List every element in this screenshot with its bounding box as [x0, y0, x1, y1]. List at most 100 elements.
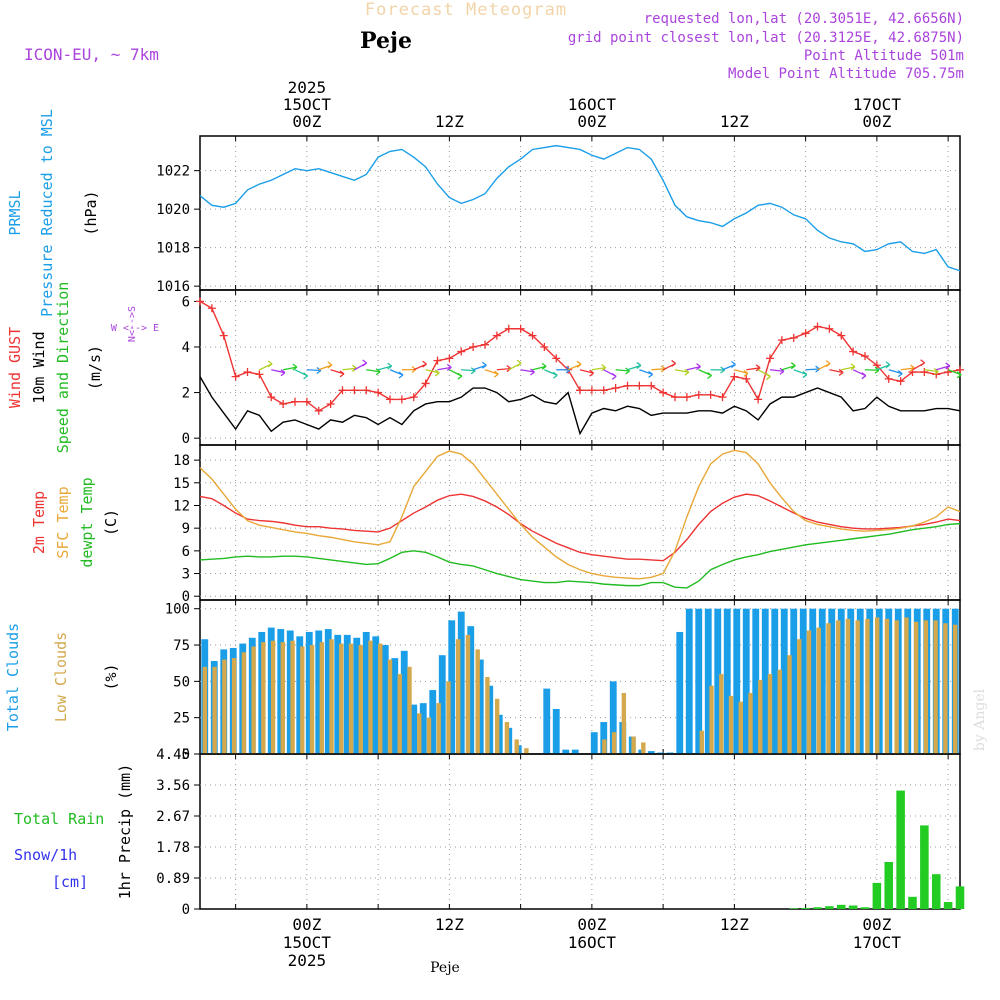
- gust-marker: [718, 393, 727, 402]
- gust-marker: [599, 386, 608, 395]
- rain-bar: [896, 790, 905, 909]
- wind-arrow-head: [671, 359, 676, 367]
- wind-arrow: [591, 366, 606, 371]
- gust-marker: [528, 331, 537, 340]
- total-cloud-bar: [324, 629, 332, 754]
- wind-arrow-head: [707, 371, 712, 379]
- gust-marker: [789, 333, 798, 342]
- wind-arrow-head: [446, 363, 452, 371]
- total-cloud-bar: [704, 608, 712, 754]
- total-cloud-bar: [372, 636, 380, 754]
- rain-bar: [931, 874, 941, 909]
- wind-arrow: [900, 367, 915, 371]
- rain-bar: [836, 904, 846, 909]
- total-cloud-bar: [742, 608, 750, 754]
- location-title: Peje: [360, 28, 412, 54]
- wind-arrow: [520, 369, 535, 373]
- low-cloud-bar: [621, 692, 627, 754]
- gust-marker: [350, 386, 359, 395]
- total-cloud-bar: [296, 636, 304, 754]
- low-cloud-bar: [212, 666, 217, 754]
- bottom-axis-time: 00Z: [862, 915, 891, 934]
- total-cloud-bar: [647, 751, 655, 754]
- gust-marker: [397, 395, 406, 404]
- gust-marker: [825, 324, 834, 333]
- rain-bar: [920, 825, 929, 909]
- wind-arrow-head: [303, 372, 308, 380]
- prmsl-line: [199, 144, 961, 272]
- total-cloud-bar: [695, 608, 703, 754]
- wind-arrow: [674, 369, 689, 373]
- low-cloud-bar: [641, 742, 646, 754]
- wind-arrow-head: [790, 362, 796, 370]
- wind-arrow-head: [422, 360, 427, 368]
- gust-marker: [623, 381, 632, 390]
- low-cloud-bar: [748, 692, 753, 754]
- panel-label: (%): [102, 663, 120, 690]
- wind-arrow-head: [611, 372, 617, 380]
- total-cloud-bar: [600, 722, 608, 754]
- wind-arrow-head: [920, 359, 926, 367]
- wind-arrow: [627, 364, 642, 371]
- rain-bar: [860, 907, 870, 909]
- low-cloud-bar: [709, 685, 714, 754]
- low-cloud-bar: [728, 695, 734, 754]
- wind-arrow-head: [945, 362, 951, 370]
- wind-arrow: [283, 366, 297, 371]
- wind-arrow-head: [481, 361, 487, 369]
- wind-arrow: [829, 369, 844, 374]
- low-cloud-bar: [348, 643, 354, 754]
- wind-arrow-head: [861, 372, 867, 380]
- wind-arrow: [615, 369, 630, 372]
- gust-marker: [481, 340, 489, 349]
- gust-marker: [207, 304, 216, 313]
- wind-arrow-head: [493, 370, 499, 378]
- low-cloud-bar: [699, 730, 704, 754]
- rain-bar: [884, 861, 894, 909]
- low-cloud-bar: [836, 620, 841, 754]
- rain-legend-label: Total Rain: [14, 810, 104, 828]
- gust-marker: [445, 354, 454, 363]
- gust-marker: [504, 324, 513, 333]
- low-cloud-bar: [826, 623, 831, 754]
- total-cloud-bar: [419, 703, 427, 754]
- low-cloud-bar: [874, 617, 880, 754]
- wind-arrow: [936, 365, 950, 371]
- wind-arrow-head: [825, 360, 831, 368]
- low-cloud-bar: [378, 643, 383, 754]
- low-cloud-bar: [456, 639, 461, 754]
- wind-arrow-head: [765, 373, 771, 381]
- wind-arrow: [734, 369, 749, 375]
- gust-marker: [635, 381, 644, 390]
- low-cloud-bar: [222, 659, 227, 754]
- wind-arrow: [888, 369, 903, 375]
- total-cloud-bar: [381, 645, 389, 754]
- low-cloud-bar: [602, 739, 607, 754]
- wind-arrow-head: [838, 368, 844, 376]
- wind-arrow: [377, 365, 392, 371]
- wind-arrow: [841, 366, 856, 371]
- wind-arrow-head: [457, 372, 463, 380]
- gust-marker: [944, 368, 953, 377]
- low-cloud-bar: [514, 739, 519, 754]
- gust-marker: [219, 331, 228, 340]
- dewpt-temp-line: [199, 522, 961, 589]
- wind-arrow: [461, 369, 476, 372]
- total-cloud-bar: [476, 659, 484, 754]
- gust-marker: [552, 354, 561, 363]
- gust-marker: [540, 342, 549, 351]
- y-tick-label: 1020: [156, 202, 190, 218]
- 2m-temp-line: [199, 493, 961, 562]
- gust-marker: [611, 384, 620, 393]
- low-cloud-bar: [611, 732, 617, 754]
- wind-arrow: [639, 369, 653, 375]
- y-tick-label: 6: [182, 294, 190, 310]
- top-axis-time: 12Z: [720, 112, 749, 131]
- wind-arrow-head: [576, 360, 582, 368]
- total-cloud-bar: [543, 688, 551, 754]
- wind-arrow: [793, 369, 808, 376]
- low-cloud-bar: [231, 658, 237, 754]
- y-tick-label: 18: [173, 453, 190, 469]
- gust-marker: [469, 342, 478, 351]
